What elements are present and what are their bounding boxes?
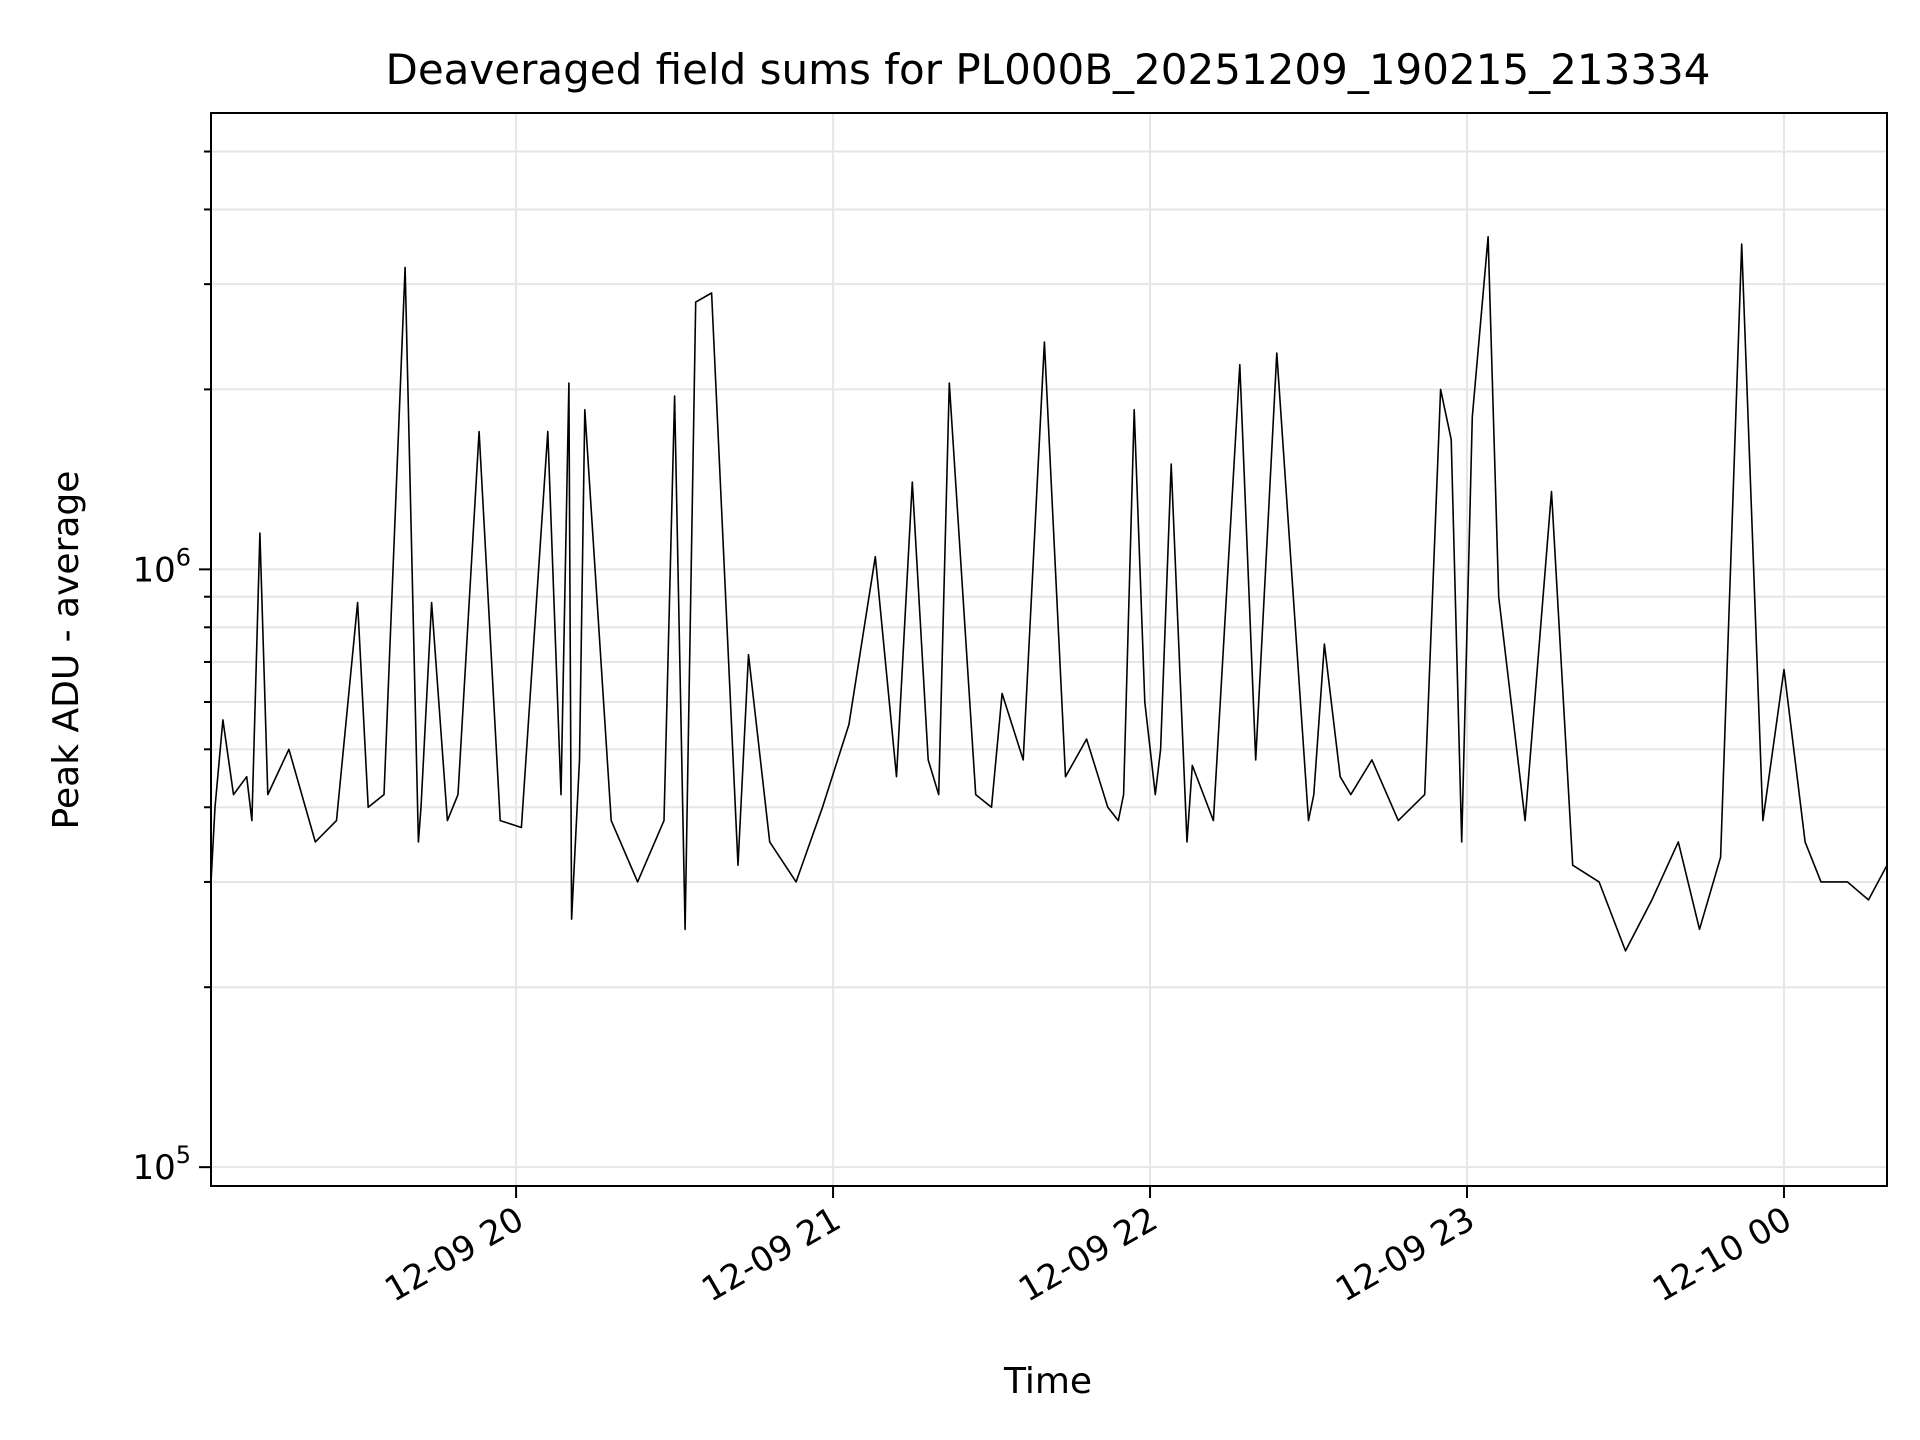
- y-tick-exponent: 5: [176, 1141, 191, 1169]
- grid: [211, 113, 1887, 1186]
- series-line: [210, 236, 1888, 952]
- series-line-group: [210, 236, 1888, 952]
- chart-title: Deaveraged field sums for PL000B_2025120…: [386, 45, 1711, 94]
- y-tick-base: 10: [132, 550, 175, 590]
- y-axis-label: Peak ADU - average: [46, 471, 87, 830]
- plot-frame: [210, 112, 1888, 1187]
- y-tick-label: 106: [132, 543, 191, 590]
- y-tick-base: 10: [132, 1148, 175, 1188]
- y-tick-label: 105: [132, 1141, 191, 1188]
- x-axis-label: Time: [1003, 1361, 1092, 1402]
- y-tick-exponent: 6: [176, 543, 191, 571]
